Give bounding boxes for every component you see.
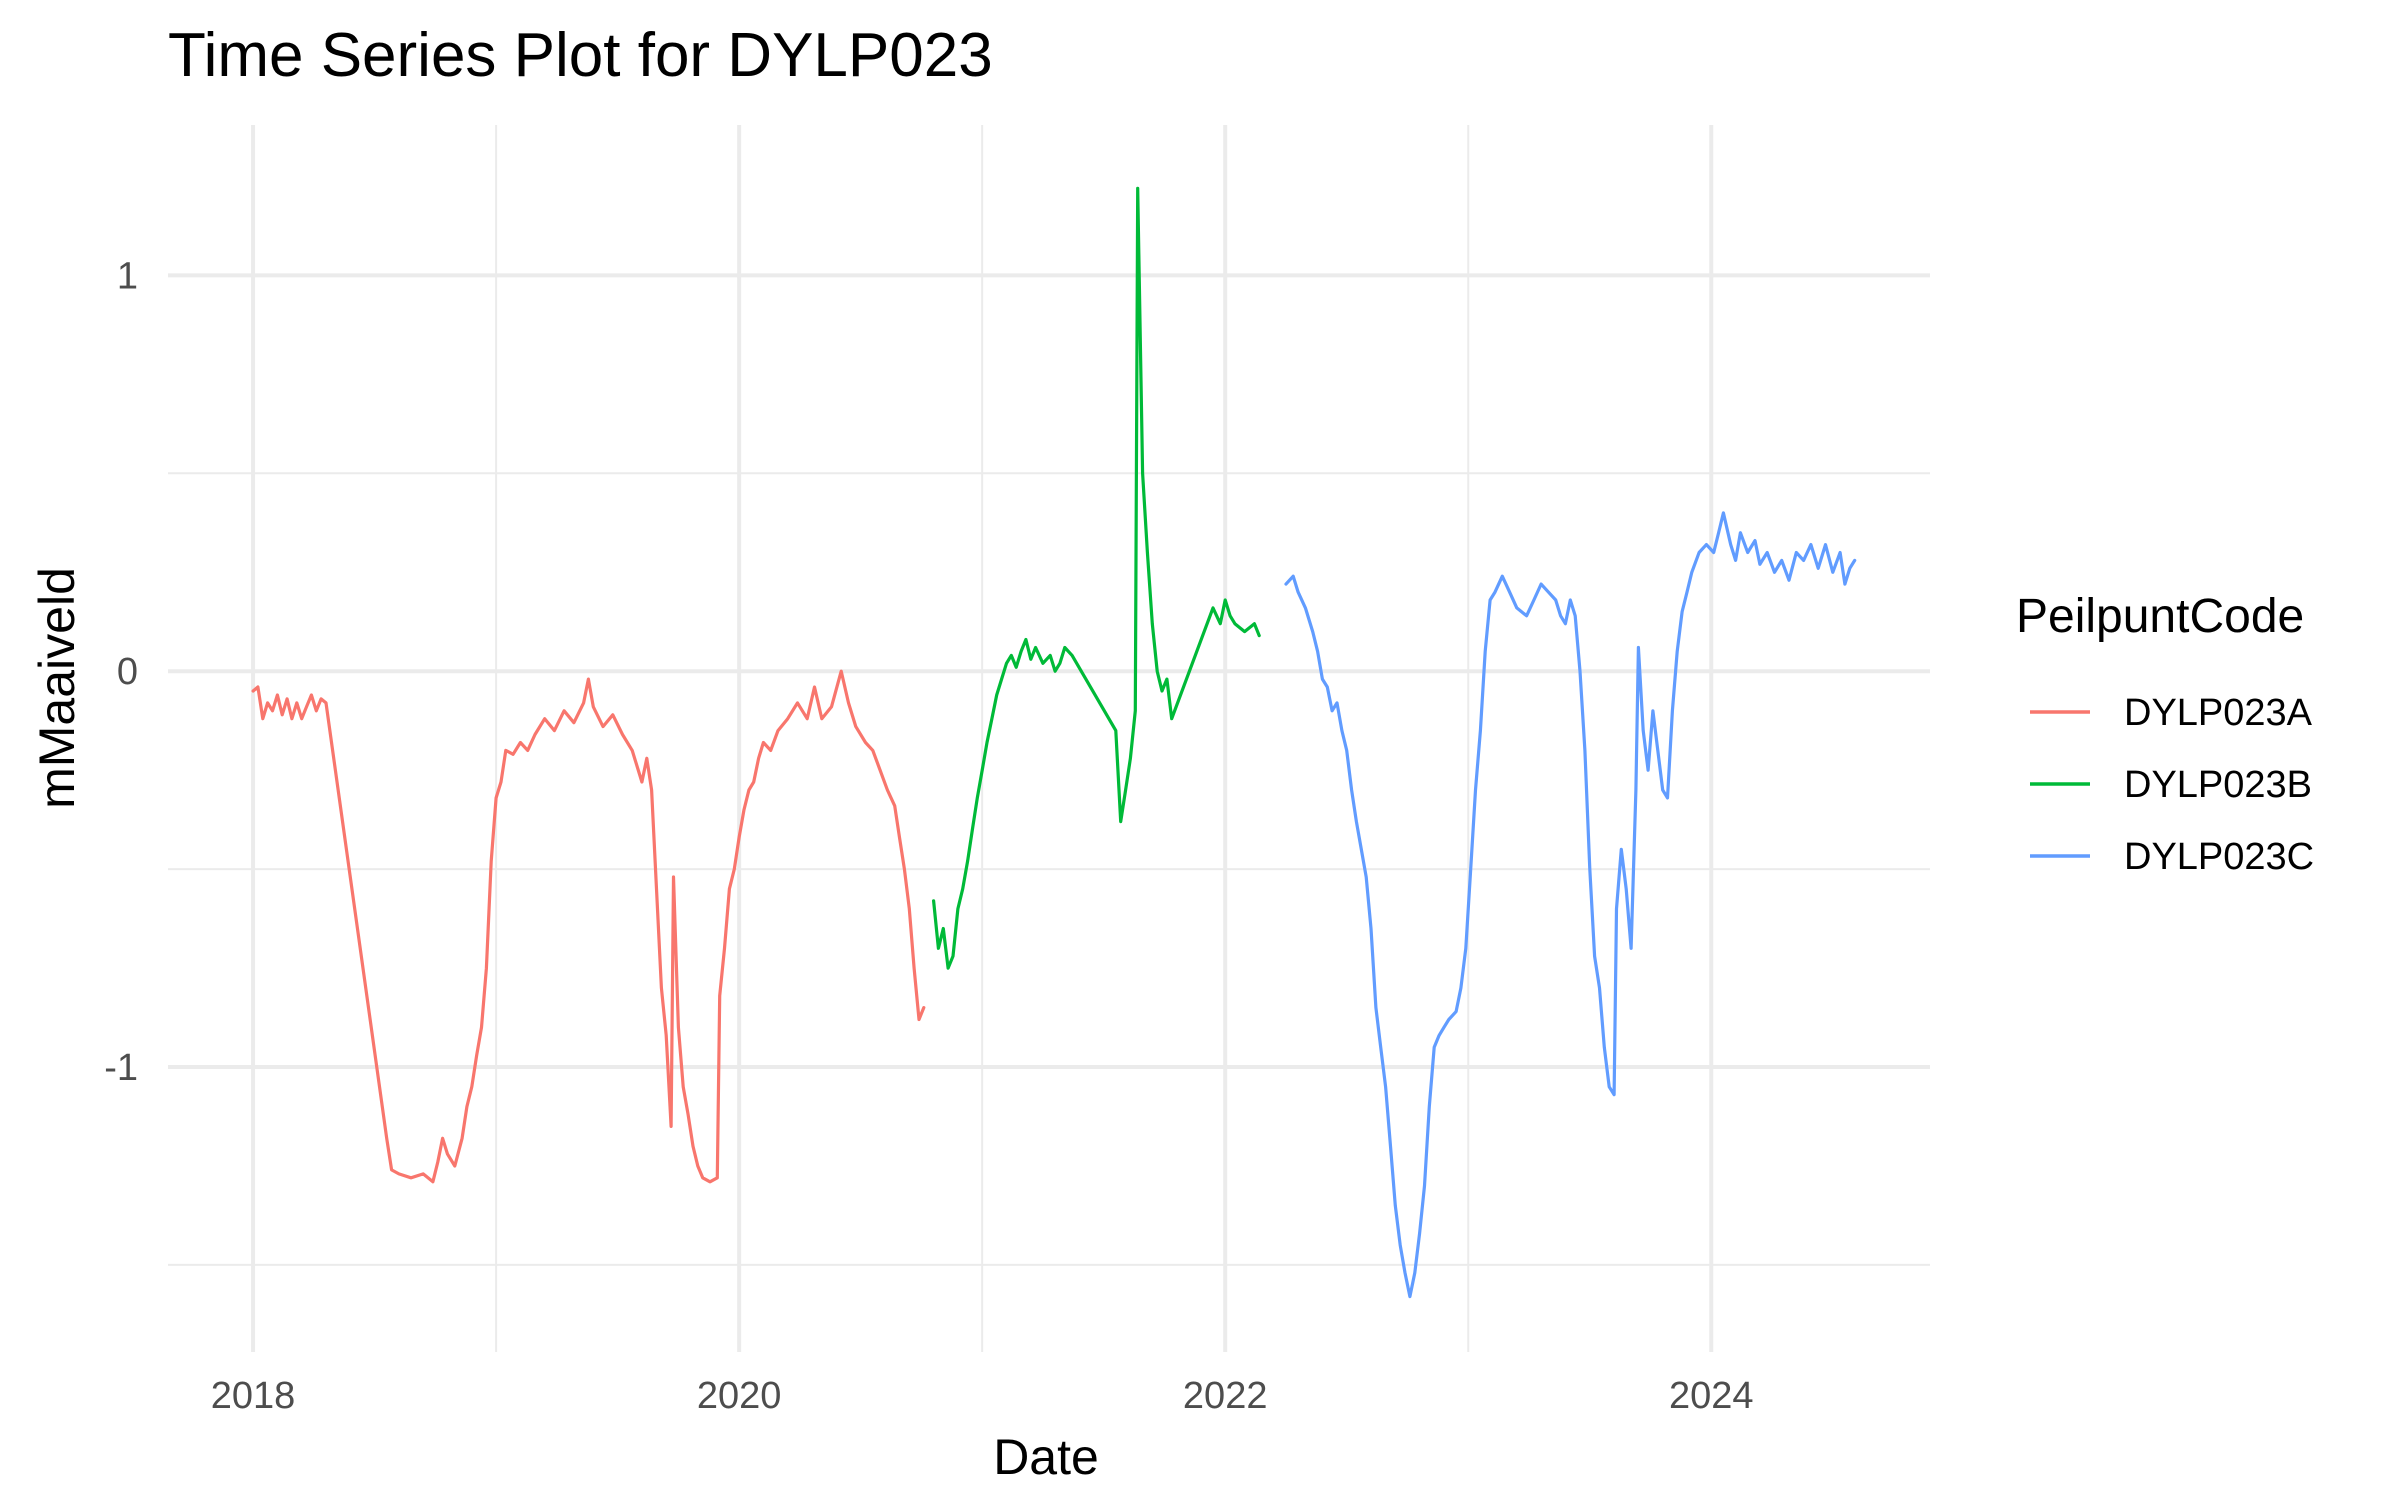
legend-title: PeilpuntCode xyxy=(2016,590,2304,643)
x-tick-label-2: 2022 xyxy=(1183,1375,1268,1417)
chart-title: Time Series Plot for DYLP023 xyxy=(168,21,993,90)
y-tick-labels: -1 0 1 xyxy=(104,255,138,1089)
series-layer xyxy=(251,186,1857,1299)
x-tick-label-1: 2020 xyxy=(697,1375,782,1417)
y-tick-label-2: 1 xyxy=(117,255,138,297)
series-line-dylp023b xyxy=(932,186,1261,970)
series-line-dylp023c xyxy=(1284,511,1857,1299)
legend-label-dylp023c: DYLP023C xyxy=(2124,836,2314,878)
legend-label-dylp023b: DYLP023B xyxy=(2124,764,2312,806)
y-axis-title: mMaaiveld xyxy=(29,567,85,809)
legend: PeilpuntCode DYLP023A DYLP023B DYLP023C xyxy=(2016,590,2314,878)
legend-label-dylp023a: DYLP023A xyxy=(2124,692,2313,734)
x-tick-label-0: 2018 xyxy=(211,1375,296,1417)
x-tick-labels: 2018 2020 2022 2024 xyxy=(211,1375,1754,1417)
legend-items: DYLP023A DYLP023B DYLP023C xyxy=(2030,692,2314,878)
series-line-dylp023a xyxy=(251,669,926,1184)
grid xyxy=(168,125,1930,1352)
y-tick-label-1: 0 xyxy=(117,651,138,693)
y-tick-label-0: -1 xyxy=(104,1047,138,1089)
x-tick-label-3: 2024 xyxy=(1669,1375,1754,1417)
x-axis-title: Date xyxy=(993,1429,1099,1485)
